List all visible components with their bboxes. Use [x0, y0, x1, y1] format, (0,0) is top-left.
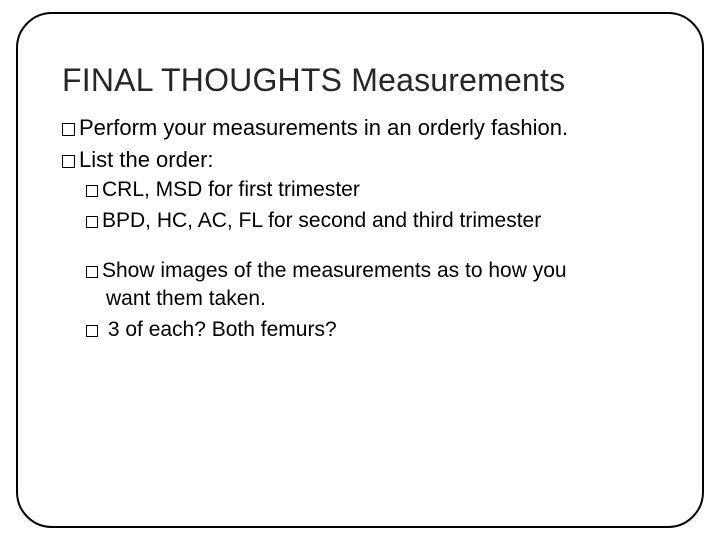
list-item: Show images of the measurements as to ho… [86, 257, 658, 314]
list-item: 3 of each? Both femurs? [86, 316, 658, 344]
bullet-text: List the order: [79, 147, 214, 172]
slide: FINAL THOUGHTS Measurements Perform your… [0, 0, 720, 540]
square-bullet-icon [86, 266, 98, 278]
bullet-text-continuation: want them taken. [106, 285, 658, 313]
slide-frame: FINAL THOUGHTS Measurements Perform your… [16, 12, 704, 528]
bullet-text: 3 of each? Both femurs? [102, 318, 337, 341]
bullet-text: Perform your measurements in an orderly … [79, 115, 568, 140]
square-bullet-icon [86, 185, 98, 197]
bullet-list-level1: Perform your measurements in an orderly … [62, 113, 658, 344]
list-item: BPD, HC, AC, FL for second and third tri… [86, 207, 658, 235]
square-bullet-icon [86, 216, 98, 228]
list-item: List the order: CRL, MSD for first trime… [62, 145, 658, 344]
slide-title: FINAL THOUGHTS Measurements [62, 62, 658, 99]
bullet-list-level2: CRL, MSD for first trimester BPD, HC, AC… [86, 176, 658, 344]
square-bullet-icon [86, 325, 98, 337]
list-item: CRL, MSD for first trimester [86, 176, 658, 204]
bullet-text: Show images of the measurements as to ho… [102, 259, 567, 282]
square-bullet-icon [62, 123, 75, 136]
square-bullet-icon [62, 155, 75, 168]
bullet-text: CRL, MSD for first trimester [102, 178, 360, 201]
list-item: Perform your measurements in an orderly … [62, 113, 658, 143]
bullet-text: BPD, HC, AC, FL for second and third tri… [102, 209, 541, 232]
